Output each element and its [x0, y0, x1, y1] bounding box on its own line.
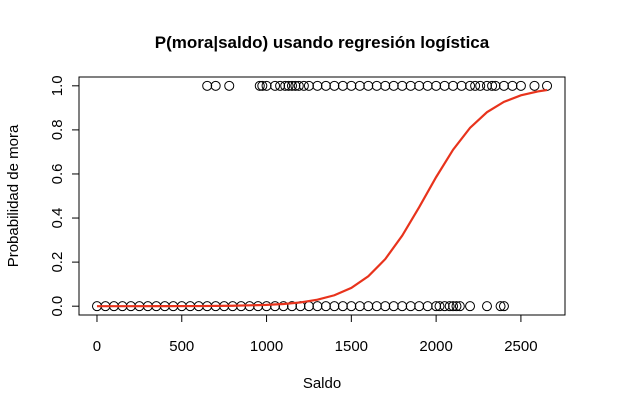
x-tick-label: 1000	[250, 338, 283, 355]
scatter-point	[312, 80, 323, 91]
chart-title: P(mora|saldo) usando regresión logística	[155, 33, 490, 52]
x-tick-label: 500	[169, 338, 194, 355]
scatter-point	[422, 301, 433, 312]
scatter-point	[380, 301, 391, 312]
scatter-point	[298, 80, 309, 91]
scatter-point	[337, 80, 348, 91]
scatter-point	[451, 301, 462, 312]
scatter-point	[481, 301, 492, 312]
scatter-point	[448, 80, 459, 91]
scatter-point	[320, 80, 331, 91]
scatter-point	[465, 80, 476, 91]
scatter-point	[303, 301, 314, 312]
scatter-point	[290, 80, 301, 91]
scatter-point	[405, 80, 416, 91]
y-tick-label: 0.8	[49, 119, 66, 140]
scatter-point	[542, 80, 553, 91]
scatter-point	[414, 80, 425, 91]
scatter-point	[202, 80, 213, 91]
scatter-point	[278, 301, 289, 312]
plot-frame	[78, 76, 566, 316]
scatter-point	[515, 80, 526, 91]
scatter-point	[354, 301, 365, 312]
scatter-point	[257, 80, 268, 91]
scatter-point	[422, 80, 433, 91]
scatter-point	[481, 80, 492, 91]
y-axis-label: Probabilidad de mora	[5, 124, 22, 267]
scatter-point	[465, 301, 476, 312]
scatter-point	[431, 301, 442, 312]
scatter-point	[456, 80, 467, 91]
scatter-point	[371, 301, 382, 312]
scatter-point	[363, 80, 374, 91]
scatter-point	[498, 80, 509, 91]
y-tick-label: 0.0	[49, 296, 66, 317]
scatter-point	[261, 301, 272, 312]
scatter-point	[405, 301, 416, 312]
scatter-point	[448, 301, 459, 312]
scatter-point	[498, 301, 509, 312]
scatter-point	[380, 80, 391, 91]
scatter-point	[346, 80, 357, 91]
scatter-point	[286, 80, 297, 91]
scatter-point	[283, 80, 294, 91]
scatter-point	[388, 301, 399, 312]
scatter-point	[261, 80, 272, 91]
scatter-point	[439, 80, 450, 91]
scatter-point	[434, 301, 445, 312]
y-tick-label: 0.2	[49, 252, 66, 273]
scatter-point	[431, 80, 442, 91]
scatter-point	[329, 80, 340, 91]
scatter-point	[475, 80, 486, 91]
scatter-point	[280, 80, 291, 91]
scatter-point	[275, 80, 286, 91]
x-tick-label: 2000	[419, 338, 452, 355]
scatter-point	[470, 80, 481, 91]
y-tick-label: 0.6	[49, 164, 66, 185]
scatter-point	[371, 80, 382, 91]
scatter-point	[270, 301, 281, 312]
scatter-point	[293, 80, 304, 91]
scatter-point	[346, 301, 357, 312]
scatter-point	[363, 301, 374, 312]
scatter-point	[320, 301, 331, 312]
scatter-point	[329, 301, 340, 312]
scatter-point	[354, 80, 365, 91]
scatter-point	[487, 80, 498, 91]
scatter-point	[210, 80, 221, 91]
x-tick-label: 0	[93, 338, 101, 355]
scatter-point	[444, 301, 455, 312]
x-tick-label: 2500	[504, 338, 537, 355]
scatter-point	[224, 80, 235, 91]
scatter-point	[414, 301, 425, 312]
x-axis-label: Saldo	[303, 375, 341, 392]
scatter-point	[254, 80, 265, 91]
y-tick-label: 1.0	[49, 75, 66, 96]
scatter-point	[312, 301, 323, 312]
scatter-point	[495, 301, 506, 312]
scatter-point	[454, 301, 465, 312]
scatter-point	[490, 80, 501, 91]
scatter-point	[529, 80, 540, 91]
scatter-point	[439, 301, 450, 312]
fitted-curve	[96, 88, 548, 308]
scatter-point	[397, 301, 408, 312]
scatter-point	[303, 80, 314, 91]
scatter-point	[388, 80, 399, 91]
x-tick-label: 1500	[335, 338, 368, 355]
scatter-point	[337, 301, 348, 312]
y-tick-label: 0.4	[49, 208, 66, 229]
scatter-point	[397, 80, 408, 91]
scatter-point	[270, 80, 281, 91]
scatter-point	[286, 301, 297, 312]
scatter-point	[507, 80, 518, 91]
